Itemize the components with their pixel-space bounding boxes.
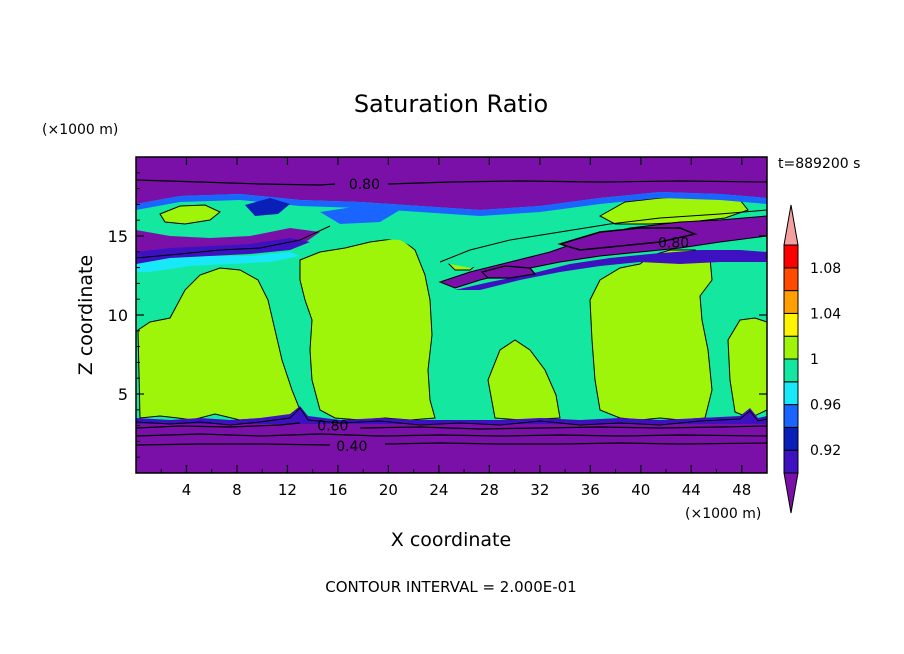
region-lime-right-edge: [727, 317, 767, 419]
x-tick-label-7: 32: [530, 481, 549, 499]
colorbar-segment-1: [783, 426, 799, 451]
colorbar-label-4: 1.08: [810, 261, 841, 277]
colorbar-segment-0: [783, 449, 799, 474]
contour-label-2: 0.80: [317, 419, 348, 435]
contour-0.80-bottom: [136, 422, 767, 430]
y-unit-label: (×1000 m): [42, 122, 118, 138]
x-tick-label-8: 36: [581, 481, 600, 499]
contour-label-0: 0.80: [349, 177, 380, 193]
region-darkpurple-core-2: [480, 265, 537, 279]
chart-title: Saturation Ratio: [354, 90, 548, 118]
colorbar-segment-9: [783, 244, 799, 269]
y-axis-ticks: 5 10 15: [108, 172, 767, 458]
contour-0.40-bottom: [136, 442, 767, 446]
region-lime-upper-right: [598, 195, 749, 225]
colorbar-segment-8: [783, 267, 799, 292]
x-axis-label: X coordinate: [391, 529, 511, 551]
x-tick-label-0: 4: [182, 481, 192, 499]
colorbar-label-3: 1.04: [810, 306, 841, 322]
colorbar-label-1: 0.96: [810, 398, 841, 414]
contour-field: [136, 157, 767, 473]
region-blue-patch: [245, 198, 290, 216]
footer-contour-interval: CONTOUR INTERVAL = 2.000E-01: [325, 578, 576, 596]
colorbar-segment-7: [783, 290, 799, 314]
colorbar-label-2: 1: [810, 352, 819, 368]
region-lime-right-big: [589, 249, 713, 421]
x-tick-label-5: 24: [429, 481, 448, 499]
region-blue-layer-left: [136, 238, 310, 268]
contour-label-1: 0.80: [658, 235, 689, 251]
contour-0.80-top: [136, 179, 767, 186]
colorbar-segment-4: [783, 358, 799, 383]
colorbar-segment-2: [783, 404, 799, 428]
contour-0.60-bottom: [136, 433, 767, 437]
contour-labels: 0.80 0.80 0.80 0.40: [317, 177, 689, 455]
region-lime-upper-left: [159, 204, 221, 225]
region-blue-layer-right: [455, 250, 767, 290]
x-tick-label-11: 48: [732, 481, 751, 499]
x-axis-ticks: 4 8 12 16 20 24 28 32 36 40 44 48: [160, 157, 751, 499]
region-lime-center: [299, 237, 436, 421]
colorbar-segment-6: [783, 312, 799, 337]
time-label: t=889200 s: [778, 156, 860, 172]
colorbar-segment-3: [783, 381, 799, 406]
region-bottom-blue-edge: [136, 406, 767, 424]
region-top-purple: [136, 157, 767, 210]
region-bottom-purple: [136, 408, 767, 473]
colorbar-under-triangle: [783, 472, 799, 514]
contour-lines: [136, 179, 767, 446]
x-tick-label-4: 20: [379, 481, 398, 499]
y-tick-label-0: 5: [118, 385, 128, 404]
colorbar-label-0: 0.92: [810, 443, 841, 459]
x-tick-label-2: 12: [278, 481, 297, 499]
x-tick-label-9: 40: [631, 481, 650, 499]
y-axis-label: Z coordinate: [75, 255, 97, 375]
contour-lower-boundary: [136, 407, 767, 426]
region-darkpurple-core: [557, 227, 698, 251]
y-tick-label-2: 15: [108, 227, 128, 246]
x-tick-label-3: 16: [328, 481, 347, 499]
contour-label-3: 0.40: [336, 439, 367, 455]
contour-upper-layer-boundary: [136, 209, 767, 263]
x-tick-label-10: 44: [682, 481, 701, 499]
colorbar-segment-5: [783, 335, 799, 360]
colorbar: 0.92 0.96 1 1.04 1.08: [783, 204, 841, 514]
region-cyan-layer-left: [136, 252, 300, 272]
region-blue-patch-2: [320, 206, 400, 224]
region-top-blue: [136, 192, 767, 216]
x-tick-label-1: 8: [232, 481, 242, 499]
x-tick-label-6: 28: [480, 481, 499, 499]
y-tick-label-1: 10: [108, 306, 128, 325]
region-lime-mid: [487, 339, 561, 421]
x-unit-label: (×1000 m): [685, 506, 761, 522]
colorbar-over-triangle: [783, 204, 799, 246]
